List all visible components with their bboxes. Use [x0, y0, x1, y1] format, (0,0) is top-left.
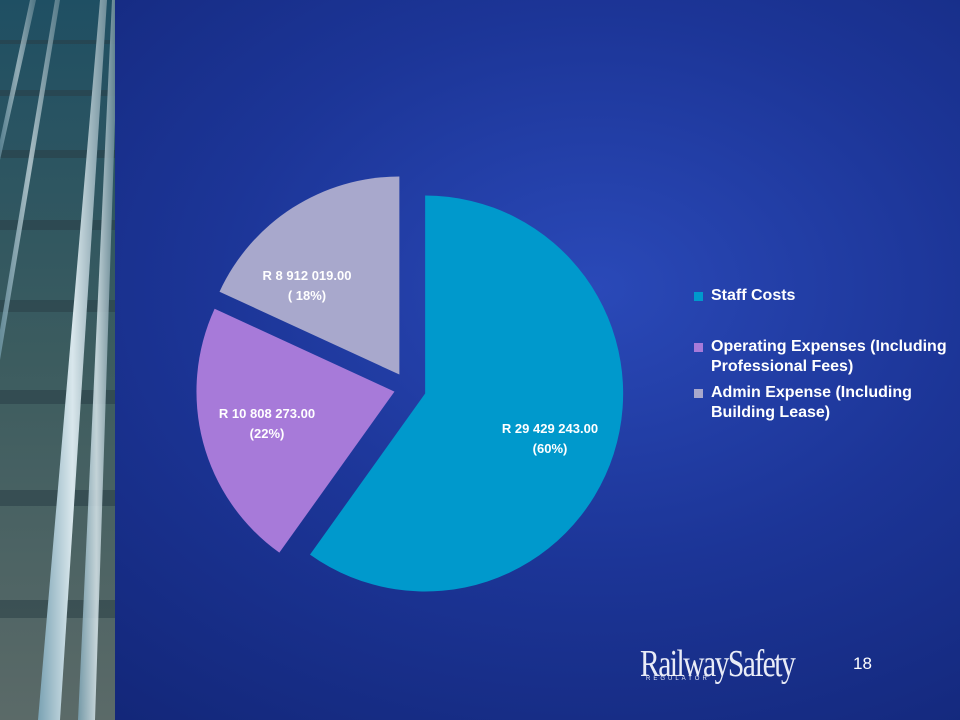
legend-swatch	[694, 343, 703, 352]
railway-safety-regulator-logo: RailwaySafety REGULATOR	[640, 640, 820, 696]
legend-label: Staff Costs	[711, 287, 796, 304]
slice-staff-costs	[310, 195, 624, 592]
railway-track-image	[0, 0, 115, 720]
data-label-percent: ( 18%)	[288, 288, 326, 303]
data-label-percent: (60%)	[533, 441, 568, 456]
data-label-percent: (22%)	[250, 426, 285, 441]
logo-subtitle: REGULATOR	[646, 676, 710, 682]
legend-label: Operating Expenses (Including Profession…	[711, 338, 947, 375]
legend: Staff Costs Operating Expenses (Includin…	[694, 286, 956, 423]
logo-wordmark: RailwaySafety	[640, 643, 796, 685]
data-label-value: R 8 912 019.00	[263, 268, 352, 283]
legend-swatch	[694, 292, 703, 301]
legend-item-staff-costs: Staff Costs	[694, 286, 956, 306]
slice-admin-expense	[219, 176, 400, 375]
data-label-value: R 29 429 243.00	[502, 421, 598, 436]
legend-item-admin-expense: Admin Expense (Including Building Lease)	[694, 383, 956, 423]
slice-operating-expenses	[196, 308, 395, 553]
legend-item-operating-expenses: Operating Expenses (Including Profession…	[694, 337, 956, 377]
data-label-value: R 10 808 273.00	[219, 406, 315, 421]
legend-label: Admin Expense (Including Building Lease)	[711, 384, 912, 421]
page-number: 18	[853, 654, 872, 673]
legend-swatch	[694, 389, 703, 398]
